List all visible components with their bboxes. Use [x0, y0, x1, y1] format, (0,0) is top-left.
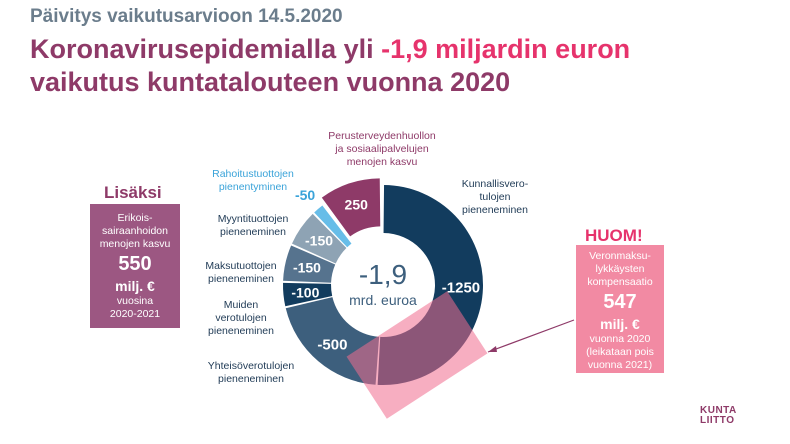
page-subtitle: Päivitys vaikutusarvioon 14.5.2020 [30, 6, 343, 27]
logo-line2: LIITTO [700, 415, 735, 426]
slice-value-6: 250 [345, 196, 369, 212]
right-line2: lykkäysten [595, 263, 645, 275]
left-line5: 2020-2021 [109, 308, 161, 320]
title-highlight: -1,9 miljardin euron [381, 34, 631, 64]
slice-value-3: -150 [293, 260, 321, 276]
title-text: Koronavirusepidemialla yli [30, 34, 382, 64]
left-line3: menojen kasvu [99, 238, 171, 250]
right-unit: milj. € [600, 316, 640, 332]
right-line5: (leikataan pois [586, 346, 654, 358]
donut-slice-5 [314, 205, 352, 248]
left-line2: sairaanhoidon [102, 225, 168, 237]
label-myyntituotot: Myyntituottojen pieneneminen [217, 213, 289, 238]
right-line1: Veronmaksu- [589, 250, 651, 262]
arrow-head [488, 346, 497, 352]
label-yhteisoverotulot: Yhteisöverotulojen pieneneminen [207, 360, 295, 385]
donut-slice-4 [291, 213, 347, 264]
label-rahoitustuotot: Rahoitustuottojen pienentyminen [212, 168, 294, 193]
right-amount: 547 [603, 291, 637, 313]
left-amount: 550 [118, 253, 152, 275]
center-unit: mrd. euroa [349, 292, 417, 308]
right-panel-heading: HUOM! [585, 226, 643, 245]
right-line3: kompensaatio [587, 276, 653, 288]
label-muut-verotulot: Muiden verotulojen pieneneminen [208, 299, 274, 337]
highlight-overlay [346, 291, 488, 419]
label-perusterveydenhuolto: Perusterveydenhuollon ja sosiaalipalveluj… [328, 130, 436, 168]
slice-value-1: -500 [317, 336, 347, 353]
slice-value-2: -100 [291, 284, 319, 300]
left-line4: vuosina [116, 295, 154, 307]
donut-slice-6 [321, 178, 381, 237]
kuntaliitto-logo: KUNTA LIITTO [700, 406, 737, 426]
donut-slice-values: -1250 -500 -100 -150 -150 -50 250 [291, 187, 480, 353]
logo-line1: KUNTA [700, 405, 737, 416]
slice-value-5: -50 [295, 187, 315, 203]
donut-slice-3 [283, 245, 336, 283]
slice-value-0: -1250 [442, 280, 480, 297]
left-panel-box: Erikois- sairaanhoidon menojen kasvu 550… [90, 204, 180, 328]
right-panel-box: Veronmaksu- lykkäysten kompensaatio 547 … [576, 245, 664, 373]
title-line2: vaikutus kuntatalouteen vuonna 2020 [30, 67, 511, 97]
right-line4: vuonna 2020 [589, 333, 651, 345]
label-maksutuotot: Maksutuottojen pieneneminen [205, 260, 277, 285]
slice-value-4: -150 [305, 232, 333, 248]
left-panel-heading: Lisäksi [104, 183, 162, 202]
right-line6: vuonna 2021) [587, 359, 653, 371]
left-unit: milj. € [115, 278, 155, 294]
donut-slice-2 [282, 282, 333, 307]
page-title: Koronavirusepidemialla yli -1,9 miljardi… [30, 33, 630, 99]
label-kunnallisvero: Kunnallisvero-tulojen pieneneminen [461, 178, 529, 216]
arrow-line [487, 319, 575, 353]
center-value: -1,9 [359, 259, 407, 290]
left-line1: Erikois- [117, 212, 153, 224]
